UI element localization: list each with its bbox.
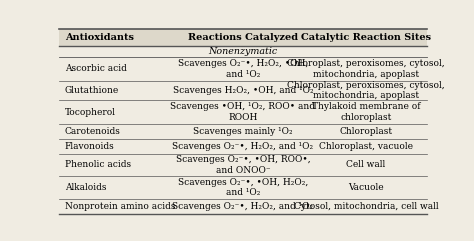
Text: Nonenzymatic: Nonenzymatic (208, 47, 278, 56)
Text: Scavenges O₂⁻•, •OH, ROO•,
and ONOO⁻: Scavenges O₂⁻•, •OH, ROO•, and ONOO⁻ (175, 155, 310, 175)
Text: Scavenges O₂⁻•, H₂O₂, •OH,
and ¹O₂: Scavenges O₂⁻•, H₂O₂, •OH, and ¹O₂ (178, 59, 308, 79)
Text: Flavonoids: Flavonoids (65, 142, 115, 151)
Text: Catalytic Reaction Sites: Catalytic Reaction Sites (301, 33, 431, 42)
Text: Scavenges mainly ¹O₂: Scavenges mainly ¹O₂ (193, 127, 293, 136)
Text: Scavenges O₂⁻•, H₂O₂, and ¹O₂: Scavenges O₂⁻•, H₂O₂, and ¹O₂ (173, 142, 313, 151)
Text: Phenolic acids: Phenolic acids (65, 161, 131, 169)
Text: Reactions Catalyzed: Reactions Catalyzed (188, 33, 298, 42)
Text: Scavenges H₂O₂, •OH, and ¹O₂: Scavenges H₂O₂, •OH, and ¹O₂ (173, 86, 313, 95)
Bar (59, 29, 427, 46)
Text: Ascorbic acid: Ascorbic acid (65, 64, 127, 73)
Text: Chloroplast, vacuole: Chloroplast, vacuole (319, 142, 413, 151)
Text: Cytosol, mitochondria, cell wall: Cytosol, mitochondria, cell wall (294, 202, 438, 211)
Text: Cell wall: Cell wall (346, 161, 386, 169)
Text: Scavenges •OH, ¹O₂, ROO• and
ROOH: Scavenges •OH, ¹O₂, ROO• and ROOH (171, 102, 315, 122)
Text: Nonprotein amino acids: Nonprotein amino acids (65, 202, 175, 211)
Text: Carotenoids: Carotenoids (65, 127, 121, 136)
Text: Scavenges O₂⁻•, H₂O₂, and ¹O₂: Scavenges O₂⁻•, H₂O₂, and ¹O₂ (173, 202, 313, 211)
Text: Glutathione: Glutathione (65, 86, 119, 95)
Text: Scavenges O₂⁻•, •OH, H₂O₂,
and ¹O₂: Scavenges O₂⁻•, •OH, H₂O₂, and ¹O₂ (178, 178, 308, 197)
Text: Tocopherol: Tocopherol (65, 107, 116, 117)
Text: Chloroplast, peroxisomes, cytosol,
mitochondria, apoplast: Chloroplast, peroxisomes, cytosol, mitoc… (287, 81, 445, 100)
Text: Chloroplast, peroxisomes, cytosol,
mitochondria, apoplast: Chloroplast, peroxisomes, cytosol, mitoc… (287, 59, 445, 79)
Text: Antioxidants: Antioxidants (65, 33, 134, 42)
Text: Alkaloids: Alkaloids (65, 183, 106, 192)
Text: Thylakoid membrane of
chloroplast: Thylakoid membrane of chloroplast (312, 102, 420, 122)
Text: Vacuole: Vacuole (348, 183, 384, 192)
Text: Chloroplast: Chloroplast (339, 127, 392, 136)
